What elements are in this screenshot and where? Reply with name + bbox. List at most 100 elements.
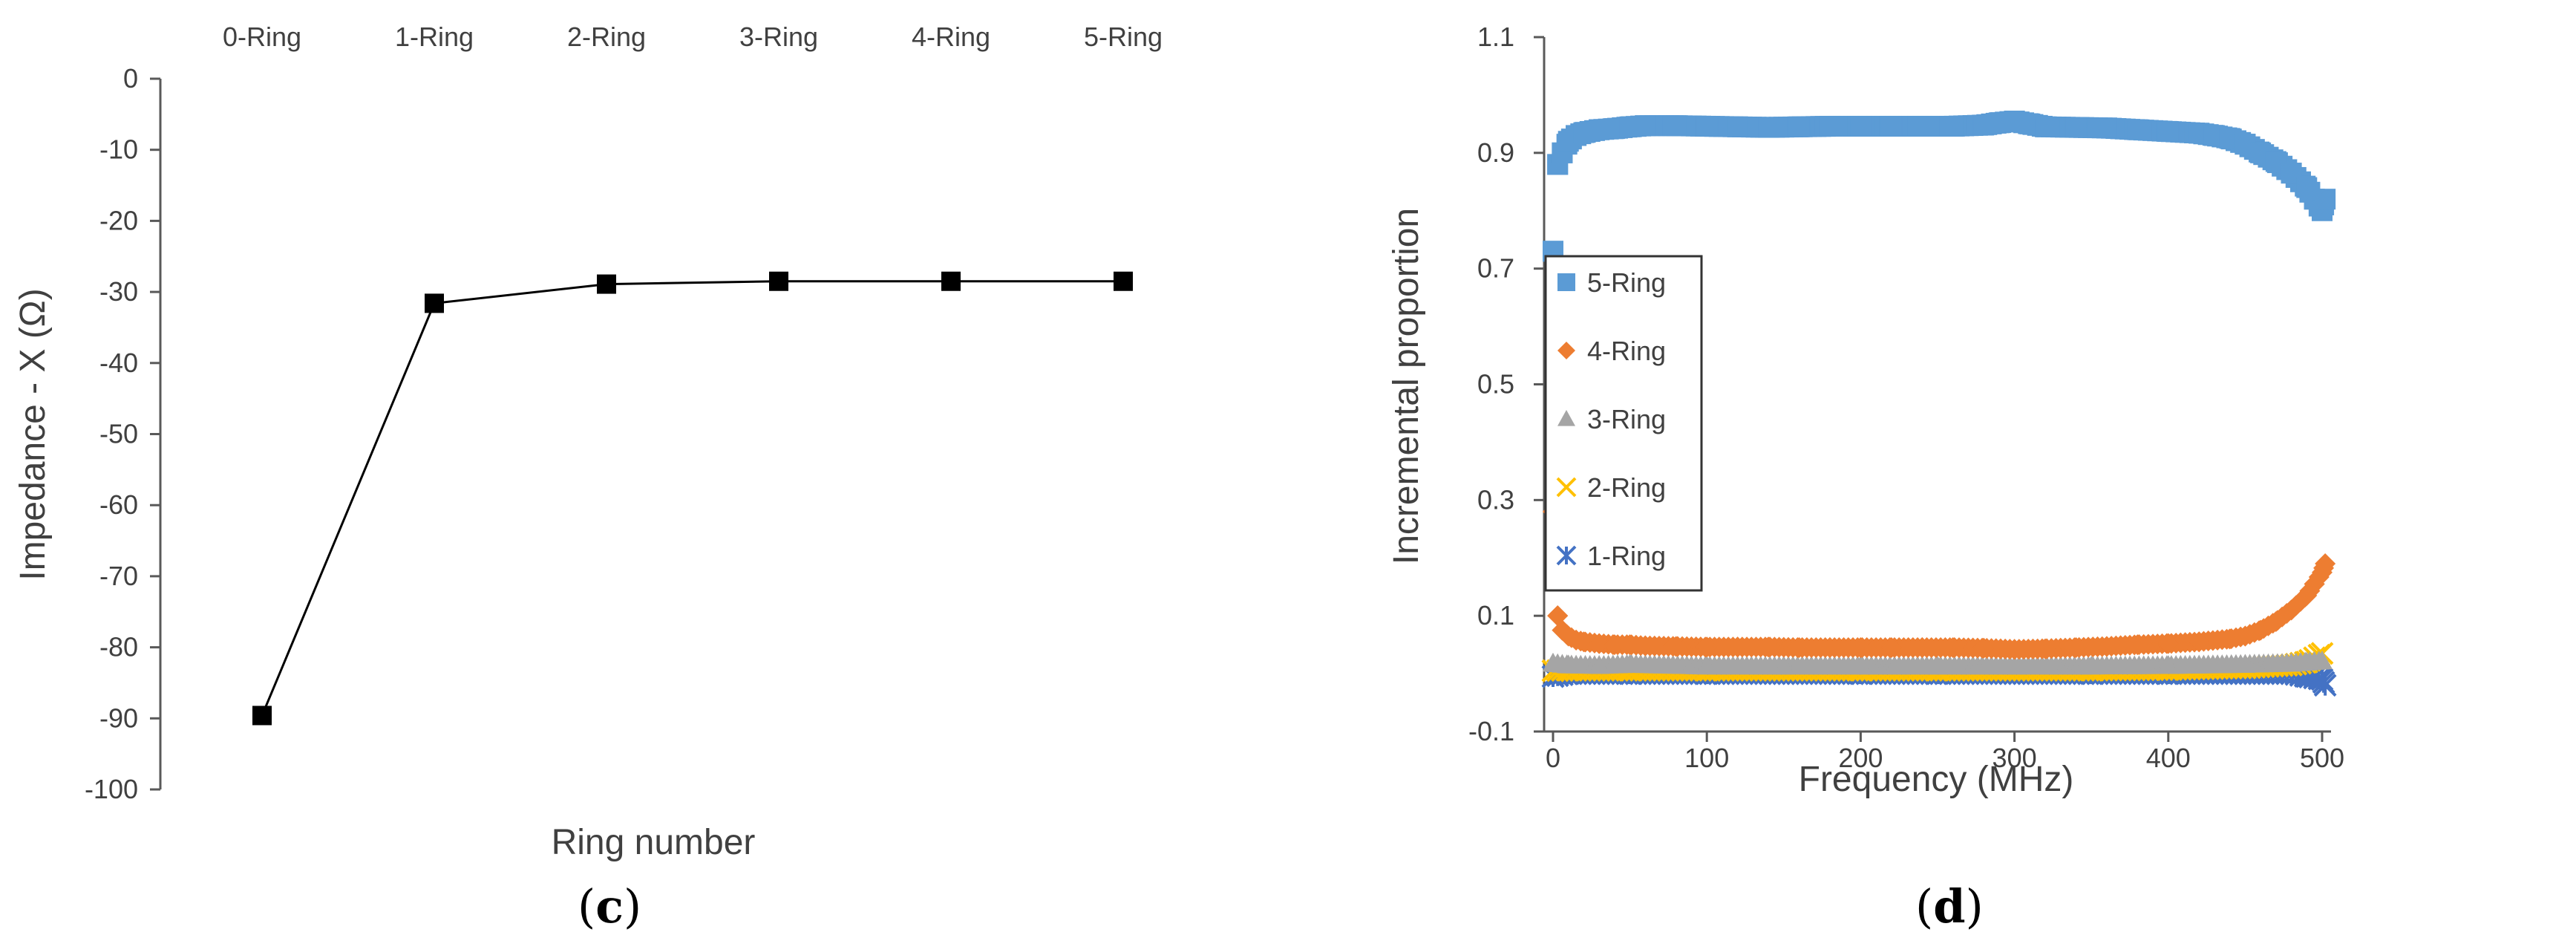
chart-c-y-label: Impedance - X (Ω): [13, 288, 53, 580]
chart-d-legend-marker: [1557, 410, 1575, 426]
chart-c-y-tick-label: -50: [99, 419, 138, 449]
chart-c-y-tick-label: -100: [85, 774, 138, 804]
chart-d-data-point: [2127, 634, 2148, 656]
chart-d-data-point: [2035, 638, 2056, 659]
chart-d-data-point: [1604, 634, 1625, 656]
chart-d-legend-label: 1-Ring: [1587, 541, 1666, 571]
chart-d-legend: 5-Ring 4-Ring 3-Ring 2-Ring 1-Ring: [1544, 255, 1703, 592]
chart-c-data-point: [769, 271, 788, 291]
chart-d-data-point: [1543, 653, 1563, 672]
chart-d-data-point: [1880, 115, 1902, 137]
chart-d-data-point: [1788, 637, 1810, 659]
chart-d-data-point: [1850, 115, 1871, 137]
chart-d-data-point: [2315, 189, 2336, 210]
panel-label-c: (c): [578, 879, 641, 934]
chart-c-y-tick-label: -90: [99, 703, 138, 733]
panel-label-d: (d): [1915, 879, 1984, 934]
chart-c-x-tick-label: 2-Ring: [567, 22, 646, 52]
chart-d-data-point: [2281, 653, 2302, 672]
chart-d-data-point: [2296, 651, 2318, 671]
chart-c-x-tick-label: 4-Ring: [912, 22, 990, 52]
chart-d-data-point: [1727, 116, 1748, 137]
chart-d-x-ticks: 0 100 200 300 400 500: [1546, 732, 2344, 773]
chart-d-series-5-Ring: [1543, 110, 2336, 262]
chart-d-data-point: [1665, 115, 1687, 137]
chart-d-series-4-Ring: [1543, 501, 2336, 660]
chart-d-data-point: [2315, 553, 2336, 575]
chart-d-data-point: [2188, 631, 2210, 653]
chart-d-legend-label: 2-Ring: [1587, 472, 1666, 503]
chart-d-y-tick-label: 0.5: [1477, 369, 1514, 400]
chart-c-x-ticks: 0-Ring 1-Ring 2-Ring 3-Ring 4-Ring 5-Ring: [223, 22, 1163, 52]
chart-d-data-point: [2127, 119, 2148, 140]
chart-d-legend-marker: [1557, 342, 1575, 359]
chart-c-y-tick-label: -60: [99, 489, 138, 520]
chart-d-data-point: [1973, 637, 1995, 659]
chart-d-data-point: [2081, 655, 2102, 675]
chart-d-series: [1541, 110, 2337, 697]
chart-d-data-point: [2096, 636, 2117, 657]
chart-d-x-tick-label: 400: [2146, 743, 2191, 773]
chart-c-y-tick-label: -30: [99, 276, 138, 307]
chart-d-y-label: Incremental proportion: [1387, 208, 1426, 564]
panel-label-d-letter: d: [1933, 879, 1965, 934]
chart-d-legend-label: 4-Ring: [1587, 336, 1666, 366]
chart-d-series-3-Ring: [1543, 650, 2333, 675]
chart-d-data-point: [1912, 115, 1933, 137]
chart-c-data-point: [597, 274, 616, 294]
chart-d-data-point: [2281, 599, 2302, 621]
chart-d-data-point: [2065, 117, 2087, 138]
panel-label-c-letter: c: [595, 879, 624, 934]
chart-d-data-point: [1619, 654, 1641, 673]
chart-d-x-tick-label: 500: [2300, 743, 2344, 773]
chart-c-x-label: Ring number: [552, 823, 756, 862]
chart-d-data-point: [1880, 637, 1902, 659]
chart-d-data-point: [2035, 116, 2056, 137]
chart-c-y-tick-label: -20: [99, 205, 138, 235]
chart-c-data-point: [1114, 271, 1133, 291]
chart-d-data-point: [2313, 674, 2337, 697]
chart-d-data-point: [2004, 655, 2025, 675]
chart-d-y-ticks: 1.1 0.9 0.7 0.5 0.3 0.1 -0.1: [1468, 22, 1544, 746]
chart-d-y-tick-label: 1.1: [1477, 22, 1514, 52]
chart-d-data-point: [1589, 633, 1610, 654]
chart-d-legend-marker: [1556, 477, 1577, 498]
chart-d-data-point: [1635, 635, 1656, 657]
chart-d-data-point: [1788, 116, 1810, 137]
chart-d-x-tick-label: 100: [1684, 743, 1729, 773]
chart-d-y-tick-label: -0.1: [1468, 716, 1514, 746]
chart-d-data-point: [1589, 655, 1610, 674]
chart-d-data-point: [2096, 117, 2117, 139]
chart-d-data-point: [1819, 115, 1840, 137]
chart-d-x-tick-label: 0: [1546, 743, 1560, 773]
chart-d-data-point: [1912, 637, 1933, 659]
chart-d-data-point: [2265, 610, 2286, 632]
chart-d-data-point: [1773, 655, 1794, 675]
chart-d-data-point: [1696, 636, 1718, 658]
chart-d-x-label: Frequency (MHz): [1799, 760, 2074, 799]
chart-c: 0 -10 -20 -30 -40 -50 -60 -70 -80 -90 -100 0-Ring 1…: [13, 22, 1163, 862]
chart-c-series: [252, 271, 1133, 726]
chart-d-x-tick-label: 300: [1993, 743, 2037, 773]
chart-d-data-point: [2065, 637, 2087, 659]
chart-d-data-point: [1942, 115, 1964, 137]
chart-d-legend-label: 5-Ring: [1587, 267, 1666, 298]
chart-c-x-tick-label: 3-Ring: [739, 22, 818, 52]
chart-c-y-tick-label: 0: [123, 63, 138, 94]
chart-c-y-tick-label: -40: [99, 348, 138, 378]
chart-c-data-point: [941, 271, 961, 291]
chart-d-y-tick-label: 0.3: [1477, 484, 1514, 515]
chart-d-data-point: [1665, 636, 1687, 657]
chart-d-data-point: [2235, 654, 2256, 673]
chart-c-x-tick-label: 5-Ring: [1084, 22, 1163, 52]
chart-d-data-point: [1850, 655, 1871, 675]
chart-c-x-tick-label: 1-Ring: [395, 22, 474, 52]
chart-c-y-tick-label: -70: [99, 561, 138, 591]
chart-d-data-point: [2219, 628, 2240, 650]
chart-d-data-point: [1819, 637, 1840, 659]
chart-c-y-tick-label: -10: [99, 134, 138, 165]
chart-d-data-point: [1942, 637, 1964, 659]
chart-d-data-point: [1758, 636, 1779, 658]
chart-c-data-point: [252, 706, 272, 726]
